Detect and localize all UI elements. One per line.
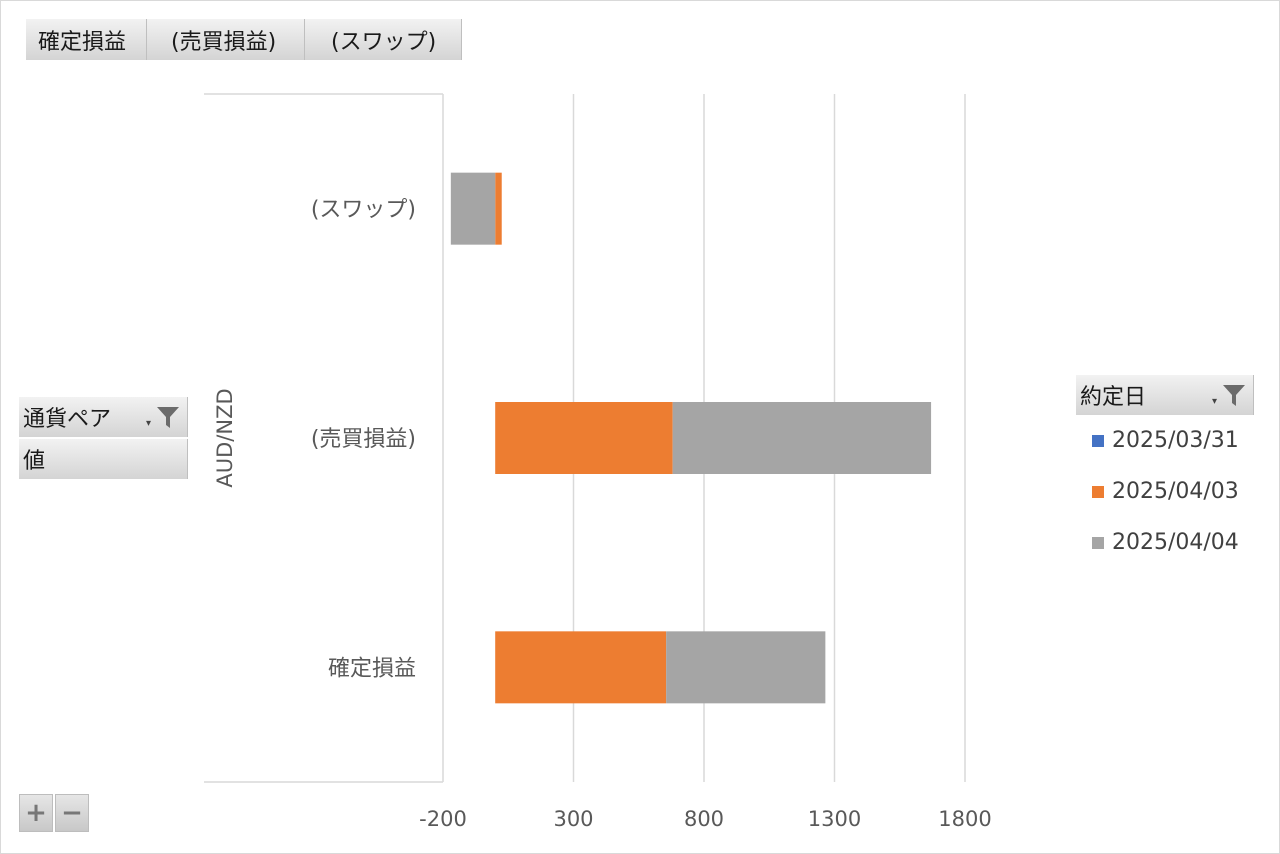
legend-swatch (1092, 536, 1104, 549)
legend-label: 2025/03/31 (1112, 428, 1239, 453)
filter-funnel-icon (1223, 385, 1245, 406)
collapse-field-button[interactable]: − (55, 794, 89, 832)
value-field-label: (売買損益) (171, 29, 277, 55)
values-field-button[interactable]: 値 (19, 439, 188, 479)
values-field-label: 値 (23, 449, 46, 474)
legend-label: 2025/04/03 (1112, 479, 1239, 504)
legend-filter-dropdown[interactable]: ▾ (1212, 382, 1247, 408)
value-field-label: 確定損益 (38, 29, 127, 55)
value-field-button-swap[interactable]: (スワップ) (305, 19, 462, 60)
value-field-button-baibai[interactable]: (売買損益) (147, 19, 305, 60)
axis-field-button-pair[interactable]: 通貨ペア ▾ (19, 397, 188, 437)
legend-item: 2025/04/04 (1092, 530, 1239, 555)
value-field-button-kakutei[interactable]: 確定損益 (26, 19, 147, 60)
filter-dropdown[interactable]: ▾ (146, 404, 181, 430)
legend-swatch (1092, 434, 1104, 447)
legend-label: 2025/04/04 (1112, 530, 1239, 555)
axis-field-label: 通貨ペア (23, 407, 112, 432)
dropdown-arrow-icon: ▾ (1211, 395, 1217, 407)
legend-item: 2025/03/31 (1092, 428, 1239, 453)
filter-funnel-icon (157, 407, 179, 428)
expand-field-button[interactable]: + (19, 794, 53, 832)
plus-icon: + (25, 798, 47, 828)
legend-field-button[interactable]: 約定日 ▾ (1076, 375, 1254, 415)
minus-icon: − (61, 798, 83, 828)
legend-field-label: 約定日 (1080, 385, 1147, 410)
legend-item: 2025/04/03 (1092, 479, 1239, 504)
dropdown-arrow-icon: ▾ (145, 417, 151, 429)
value-field-label: (スワップ) (331, 29, 437, 55)
legend-swatch (1092, 485, 1104, 498)
